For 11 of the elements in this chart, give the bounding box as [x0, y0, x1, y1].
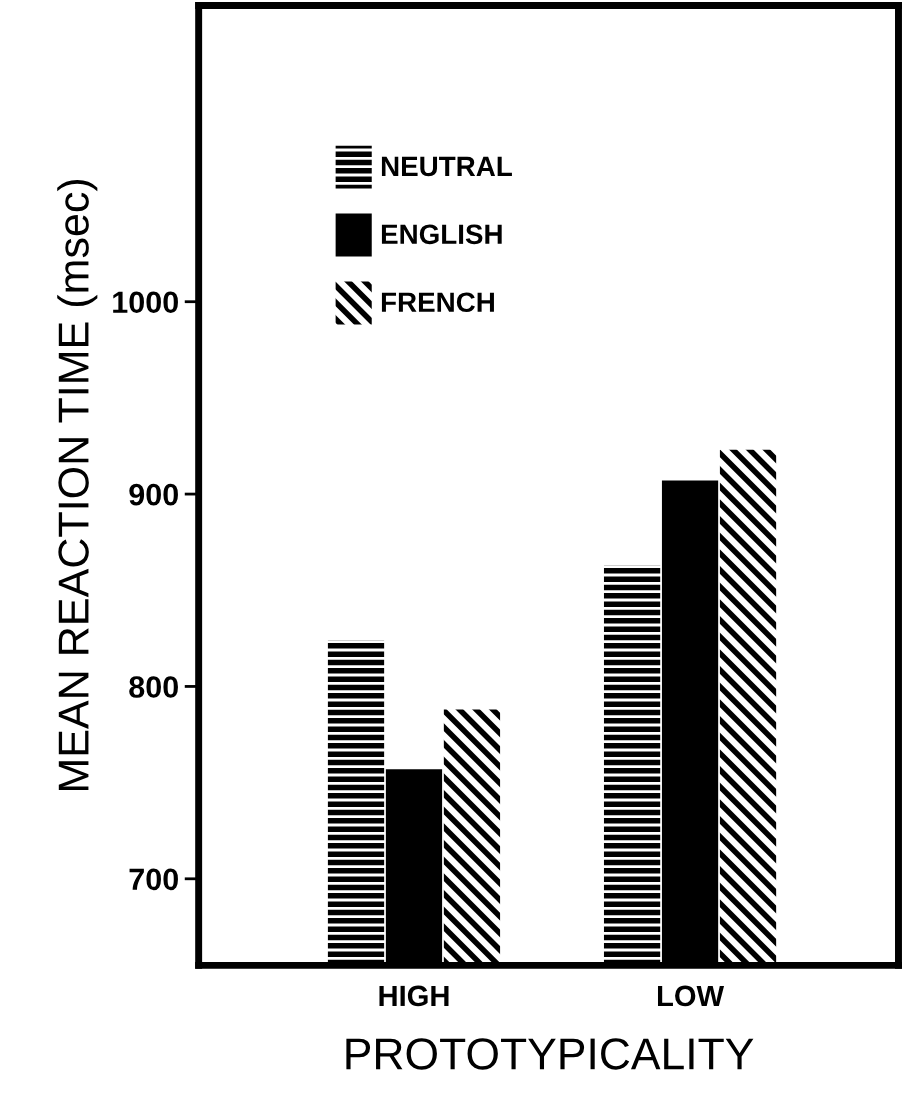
y-tick-label: 1000	[113, 291, 178, 314]
y-axis-title: MEAN REACTION TIME (msec)	[57, 179, 98, 791]
x-tick-label: HIGH	[379, 985, 449, 1007]
x-tick-label: LOW	[657, 985, 725, 1007]
legend-label: ENGLISH	[381, 224, 502, 245]
legend-label: NEUTRAL	[381, 156, 512, 177]
y-tick-label: 800	[129, 676, 178, 698]
y-tick-label: 900	[129, 483, 178, 506]
legend-label: FRENCH	[381, 292, 494, 313]
y-tick-label: 700	[129, 868, 178, 891]
x-axis-title: PROTOTYPICALITY	[346, 1038, 754, 1070]
